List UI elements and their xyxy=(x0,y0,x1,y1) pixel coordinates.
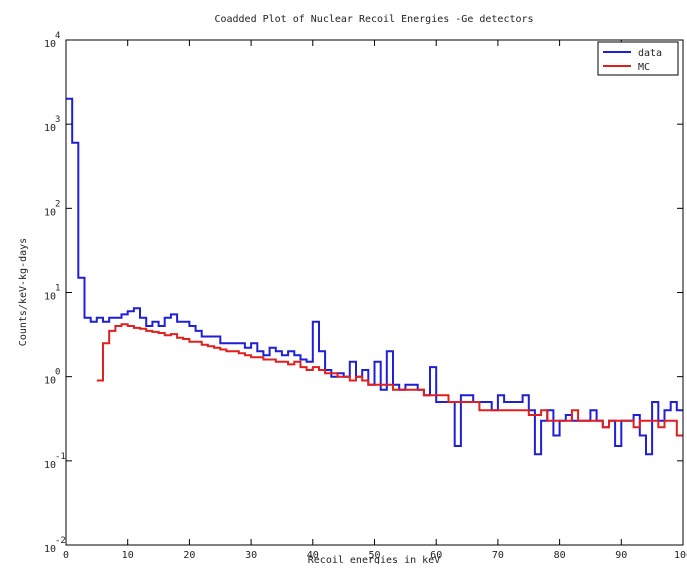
x-tick-label: 100 xyxy=(674,550,687,561)
x-tick-label: 40 xyxy=(307,550,319,561)
x-tick-label: 60 xyxy=(430,550,442,561)
x-tick-label: 10 xyxy=(122,550,134,561)
y-tick-exponent: 2 xyxy=(55,199,60,209)
series-line-mc xyxy=(96,323,683,437)
y-tick-base: 10 xyxy=(44,292,56,303)
y-tick-label: 104 xyxy=(44,31,60,50)
legend-label-mc: MC xyxy=(638,62,650,73)
x-tick-label: 70 xyxy=(492,550,504,561)
y-tick-label: 102 xyxy=(44,199,60,218)
chart-title: Coadded Plot of Nuclear Recoil Energies … xyxy=(214,14,533,25)
y-tick-base: 10 xyxy=(44,544,56,555)
y-axis-label: Counts/keV-kg-days xyxy=(18,238,29,346)
y-tick-exponent: 3 xyxy=(55,115,60,125)
x-tick-label: 30 xyxy=(245,550,257,561)
y-tick-label: 100 xyxy=(44,368,60,387)
legend-label-data: data xyxy=(638,48,662,59)
x-tick-label: 0 xyxy=(63,550,69,561)
y-tick-base: 10 xyxy=(44,376,56,387)
series-layer xyxy=(66,97,683,456)
x-tick-label: 50 xyxy=(368,550,380,561)
plot-area xyxy=(66,40,683,545)
y-tick-base: 10 xyxy=(44,207,56,218)
x-axis-label: Recoil energies in keV xyxy=(308,555,440,564)
y-tick-exponent: 1 xyxy=(55,284,60,294)
x-tick-label: 20 xyxy=(183,550,195,561)
y-tick-base: 10 xyxy=(44,39,56,50)
y-tick-base: 10 xyxy=(44,123,56,134)
x-tick-label: 90 xyxy=(615,550,627,561)
legend-box xyxy=(597,41,679,76)
y-tick-exponent: -1 xyxy=(55,452,66,462)
y-tick-exponent: 0 xyxy=(55,368,60,378)
x-tick-label: 80 xyxy=(554,550,566,561)
legend: data MC xyxy=(597,41,679,76)
y-tick-label: 101 xyxy=(44,284,60,303)
y-tick-exponent: -2 xyxy=(55,536,66,546)
y-tick-exponent: 4 xyxy=(55,31,60,41)
y-tick-label: 10-1 xyxy=(44,452,66,471)
y-tick-label: 10-2 xyxy=(44,536,66,555)
y-tick-label: 103 xyxy=(44,115,60,134)
y-tick-base: 10 xyxy=(44,460,56,471)
tick-layer: 010203040506070809010010-210-11001011021… xyxy=(44,31,687,561)
